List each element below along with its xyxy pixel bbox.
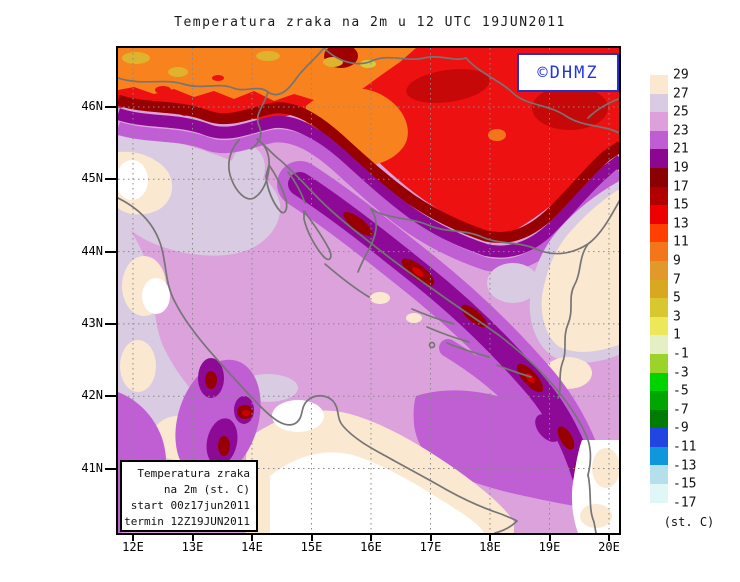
colorbar-swatch bbox=[650, 484, 668, 503]
lat-tick-label: 45N bbox=[81, 171, 103, 186]
colorbar-tick-label: -5 bbox=[673, 383, 689, 399]
lat-tick bbox=[105, 106, 116, 108]
colorbar-swatch bbox=[650, 242, 668, 261]
lat-tick-label: 41N bbox=[81, 460, 103, 475]
colorbar-tick-label: -1 bbox=[673, 346, 689, 362]
colorbar-tick-label: 27 bbox=[673, 86, 689, 102]
colorbar-swatch bbox=[650, 409, 668, 429]
lon-tick-label: 13E bbox=[181, 540, 204, 554]
run-info-line: termin 12Z19JUN2011 bbox=[124, 514, 250, 528]
colorbar-swatch bbox=[650, 167, 668, 187]
colorbar-tick-label: 13 bbox=[673, 216, 689, 232]
run-info-box: Temperatura zraka na 2m (st. C) start 00… bbox=[120, 460, 258, 532]
colorbar-swatch bbox=[650, 186, 668, 206]
colorbar-tick-label: 9 bbox=[673, 253, 681, 269]
colorbar-tick-label: 29 bbox=[673, 67, 689, 83]
colorbar-tick-label: 25 bbox=[673, 104, 689, 120]
lat-tick-label: 46N bbox=[81, 99, 103, 113]
lat-tick bbox=[105, 395, 116, 398]
colorbar-swatch bbox=[650, 223, 668, 243]
colorbar-swatch bbox=[650, 149, 668, 168]
colorbar-tick-label: 1 bbox=[673, 327, 681, 343]
lat-tick bbox=[105, 322, 116, 325]
colorbar-swatch bbox=[650, 75, 668, 94]
lon-tick-label: 19E bbox=[538, 540, 561, 554]
lon-tick-label: 20E bbox=[598, 540, 620, 554]
lon-tick-label: 18E bbox=[479, 540, 501, 554]
colorbar-swatch bbox=[650, 372, 668, 392]
run-info-line: na 2m (st. C) bbox=[163, 482, 250, 496]
lon-tick bbox=[251, 535, 253, 541]
lon-tick-label: 17E bbox=[419, 540, 442, 554]
lon-tick bbox=[370, 535, 372, 541]
colorbar-swatch bbox=[650, 205, 668, 224]
colorbar-swatch bbox=[650, 112, 668, 131]
colorbar-tick-label: -15 bbox=[673, 476, 697, 492]
lon-tick bbox=[548, 535, 551, 541]
lat-tick-label: 44N bbox=[81, 243, 103, 258]
colorbar-swatch bbox=[650, 279, 668, 299]
colorbar-tick-label: -11 bbox=[673, 439, 697, 455]
lon-tick bbox=[310, 535, 313, 541]
colorbar-tick-label: 11 bbox=[673, 234, 689, 250]
colorbar-tick-label: -17 bbox=[673, 495, 697, 511]
colorbar-swatch bbox=[650, 391, 668, 410]
lat-tick bbox=[105, 178, 116, 181]
colorbar-tick-label: -3 bbox=[673, 365, 689, 381]
colorbar-tick-label: 15 bbox=[673, 197, 689, 213]
colorbar-swatch bbox=[650, 446, 668, 466]
colorbar-swatch bbox=[650, 298, 668, 317]
colorbar-tick-label: 5 bbox=[673, 290, 681, 306]
lon-tick-label: 14E bbox=[241, 540, 263, 554]
dhmz-logo-text: ©DHMZ bbox=[537, 62, 599, 83]
lat-tick-label: 42N bbox=[81, 388, 103, 403]
colorbar-unit-label: (st. C) bbox=[663, 515, 715, 529]
lon-tick bbox=[132, 535, 134, 541]
dhmz-logo: ©DHMZ bbox=[517, 53, 619, 92]
contour-fills bbox=[118, 48, 619, 533]
colorbar-swatch bbox=[650, 335, 668, 354]
lon-tick bbox=[489, 535, 491, 541]
colorbar-tick-label: 23 bbox=[673, 123, 689, 139]
colorbar-tick-label: 17 bbox=[673, 179, 689, 195]
colorbar-tick-label: -13 bbox=[673, 458, 697, 474]
colorbar-swatch bbox=[650, 93, 668, 113]
lon-tick-label: 15E bbox=[300, 540, 323, 554]
run-info-line: Temperatura zraka bbox=[137, 467, 250, 480]
map-title: Temperatura zraka na 2m u 12 UTC 19JUN20… bbox=[174, 15, 566, 30]
lon-tick bbox=[429, 535, 432, 541]
temperature-map-svg bbox=[118, 48, 619, 533]
lon-tick-label: 12E bbox=[122, 540, 144, 554]
run-info-line: start 00z17jun2011 bbox=[130, 498, 250, 512]
colorbar-swatch bbox=[650, 260, 668, 280]
colorbar-swatch bbox=[650, 353, 668, 373]
colorbar bbox=[650, 75, 668, 503]
lat-tick bbox=[105, 467, 116, 470]
colorbar-tick-label: 3 bbox=[673, 309, 681, 325]
colorbar-tick-label: -9 bbox=[673, 420, 689, 436]
lon-tick bbox=[608, 535, 610, 541]
lon-tick bbox=[191, 535, 194, 541]
colorbar-swatch bbox=[650, 465, 668, 485]
colorbar-tick-label: -7 bbox=[673, 402, 689, 418]
colorbar-tick-label: 21 bbox=[673, 141, 689, 157]
lon-tick-label: 16E bbox=[360, 540, 382, 554]
coastlines-borders bbox=[118, 48, 619, 533]
colorbar-swatch bbox=[650, 130, 668, 150]
colorbar-swatch bbox=[650, 428, 668, 447]
map-frame bbox=[116, 46, 621, 535]
lat-tick-label: 43N bbox=[81, 315, 103, 330]
lat-tick bbox=[105, 250, 116, 253]
colorbar-swatch bbox=[650, 316, 668, 336]
colorbar-tick-label: 7 bbox=[673, 272, 681, 288]
colorbar-tick-label: 19 bbox=[673, 160, 689, 176]
